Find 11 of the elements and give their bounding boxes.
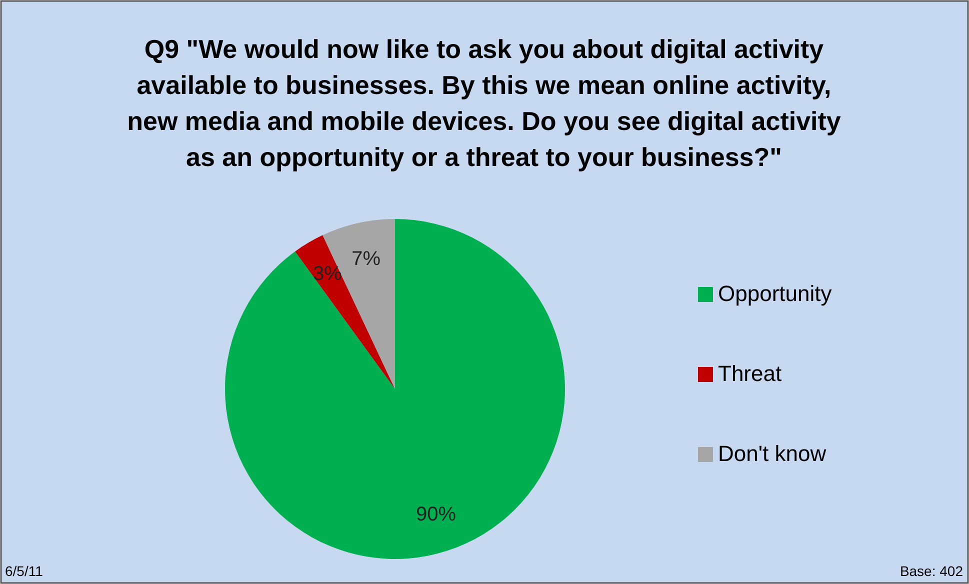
legend-label: Threat: [718, 360, 782, 386]
data-label: 7%: [352, 248, 381, 270]
data-label: 90%: [416, 503, 456, 526]
chart-title: Q9 "We would now like to ask you about digital activity available to businesses. By this we mean online activity, new media and mobile devices. Do you see digital activity as an opportunity or a threat to your business?": [127, 34, 842, 172]
data-label: 3%: [313, 263, 342, 286]
pie-slice: [295, 235, 395, 389]
legend-label: Opportunity: [718, 280, 832, 306]
legend-label: Don't know: [718, 440, 826, 466]
text: Base: 402: [900, 563, 964, 579]
pie-slice: [225, 219, 565, 559]
text: 6/5/11: [5, 563, 44, 579]
